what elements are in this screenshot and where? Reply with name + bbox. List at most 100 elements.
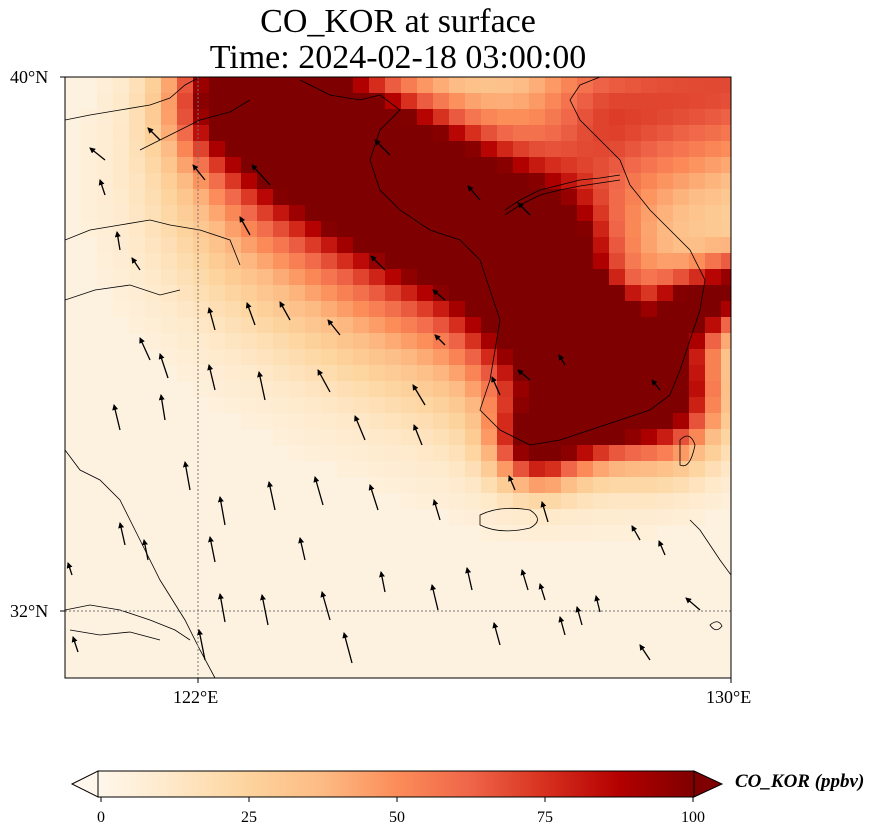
field-cell: [721, 285, 731, 302]
wind-vector: [66, 562, 73, 576]
field-cell: [385, 285, 402, 302]
field-cell: [497, 173, 514, 190]
map-subtitle: Time: 2024-02-18 03:00:00: [209, 39, 587, 76]
field-cell: [209, 93, 226, 110]
wind-vector: [651, 379, 661, 391]
field-cell: [305, 333, 322, 350]
field-cell: [289, 205, 306, 222]
field-cell: [289, 349, 306, 366]
field-cell: [673, 269, 690, 286]
field-cell: [689, 253, 706, 270]
field-cell: [561, 109, 578, 126]
field-cell: [625, 269, 642, 286]
field-cell: [721, 253, 731, 270]
field-cell: [337, 285, 354, 302]
field-cell: [545, 205, 562, 222]
field-cell: [81, 173, 98, 190]
field-cell: [561, 173, 578, 190]
field-cell: [449, 141, 466, 158]
field-cell: [241, 397, 258, 414]
field-cell: [401, 173, 418, 190]
colorbar-tick-label: 0: [97, 809, 105, 826]
field-cell: [481, 301, 498, 318]
field-cell: [577, 525, 594, 542]
field-cell: [289, 269, 306, 286]
field-cell: [321, 269, 338, 286]
field-cell: [257, 413, 274, 430]
field-cell: [449, 333, 466, 350]
field-cell: [273, 413, 290, 430]
field-cell: [673, 157, 690, 174]
field-cell: [545, 125, 562, 142]
field-cell: [561, 509, 578, 526]
field-cell: [401, 205, 418, 222]
field-cell: [273, 173, 290, 190]
field-cell: [561, 413, 578, 430]
wind-vector: [540, 501, 549, 523]
wind-vector: [158, 394, 166, 421]
field-cell: [657, 397, 674, 414]
field-cell: [449, 173, 466, 190]
field-cell: [145, 173, 162, 190]
field-cell: [609, 301, 626, 318]
field-cell: [513, 253, 530, 270]
field-cell: [449, 317, 466, 334]
field-cell: [641, 237, 658, 254]
field-cell: [369, 269, 386, 286]
field-cell: [593, 525, 610, 542]
field-cell: [193, 109, 210, 126]
field-cell: [481, 221, 498, 238]
field-cell: [529, 93, 546, 110]
field-cell: [689, 125, 706, 142]
field-cell: [689, 173, 706, 190]
field-cell: [497, 413, 514, 430]
field-cell: [689, 205, 706, 222]
wind-vector: [374, 139, 391, 156]
field-cell: [321, 237, 338, 254]
field-cell: [369, 445, 386, 462]
field-cell: [145, 205, 162, 222]
field-cell: [465, 93, 482, 110]
field-cell: [257, 77, 274, 94]
field-cell: [481, 109, 498, 126]
field-cell: [641, 253, 658, 270]
field-cell: [433, 157, 450, 174]
field-cell: [577, 349, 594, 366]
field-cell: [97, 125, 114, 142]
field-cell: [449, 509, 466, 526]
field-cell: [673, 477, 690, 494]
field-cell: [177, 109, 194, 126]
colorbar-tick-label: 25: [241, 809, 257, 826]
field-cell: [385, 77, 402, 94]
field-cell: [177, 141, 194, 158]
field-cell: [417, 77, 434, 94]
field-cell: [289, 141, 306, 158]
field-cell: [465, 413, 482, 430]
field-cell: [241, 285, 258, 302]
field-cell: [273, 141, 290, 158]
field-cell: [449, 445, 466, 462]
field-cell: [705, 237, 722, 254]
field-cell: [625, 429, 642, 446]
field-cell: [609, 365, 626, 382]
field-cell: [449, 77, 466, 94]
wind-vector: [370, 255, 386, 271]
wind-vector: [147, 127, 161, 141]
field-cell: [401, 221, 418, 238]
field-cell: [113, 189, 130, 206]
field-cell: [609, 93, 626, 110]
field-cell: [353, 205, 370, 222]
field-cell: [721, 461, 731, 478]
field-cell: [81, 189, 98, 206]
field-cell: [161, 317, 178, 334]
field-cell: [641, 493, 658, 510]
field-cell: [97, 141, 114, 158]
field-cell: [353, 141, 370, 158]
field-cell: [193, 173, 210, 190]
field-cell: [721, 349, 731, 366]
field-cell: [465, 77, 482, 94]
field-cell: [465, 301, 482, 318]
field-cell: [241, 157, 258, 174]
field-cell: [385, 429, 402, 446]
field-cell: [273, 253, 290, 270]
